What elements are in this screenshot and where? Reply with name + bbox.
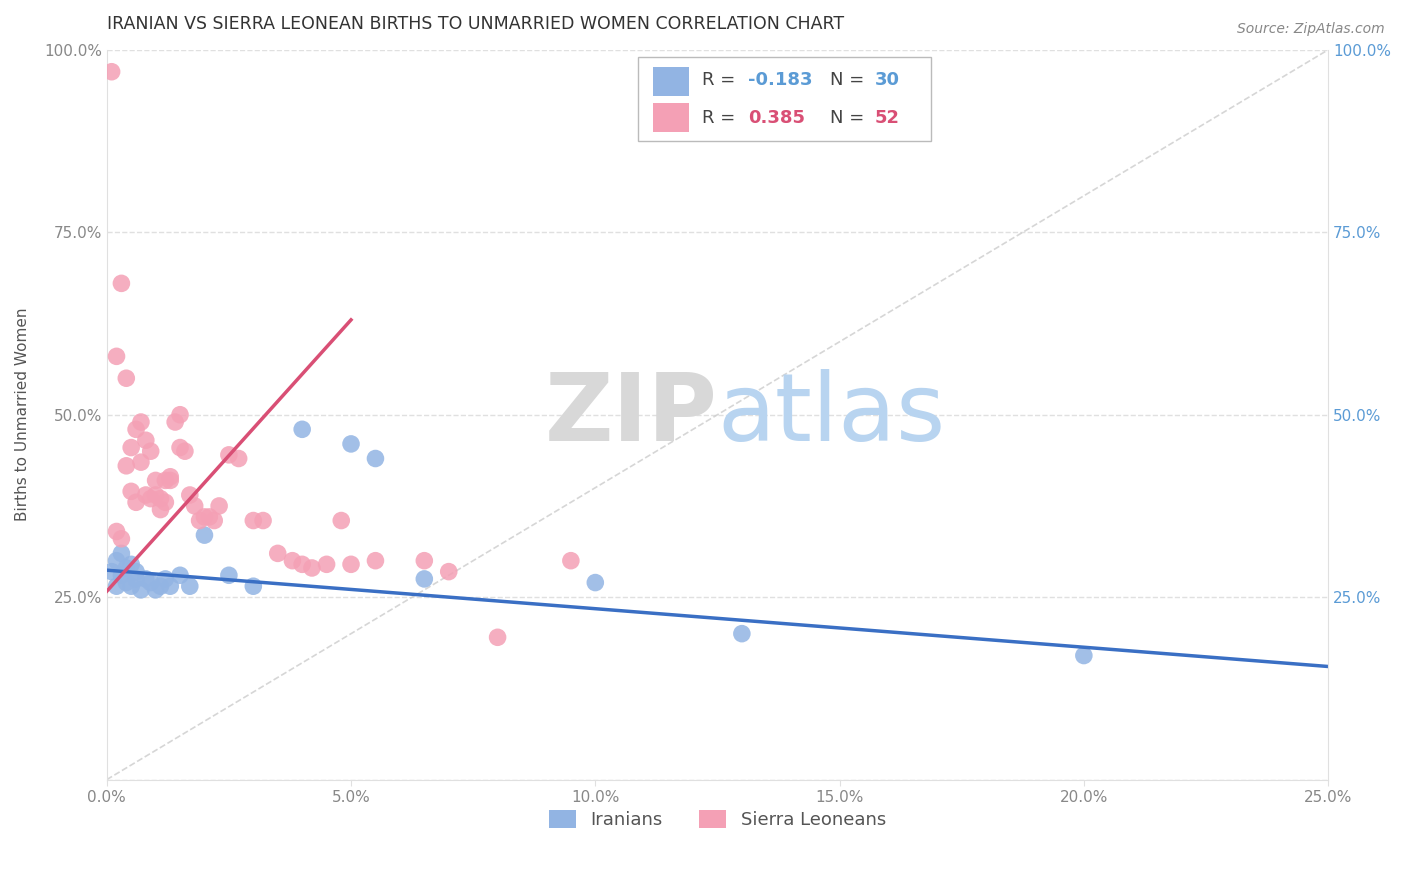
Point	[110, 568, 132, 582]
Text: Source: ZipAtlas.com: Source: ZipAtlas.com	[1237, 22, 1385, 37]
Text: 30: 30	[875, 71, 900, 89]
Point	[437, 565, 460, 579]
Point	[105, 524, 128, 539]
Point	[198, 509, 221, 524]
Point	[159, 579, 181, 593]
Text: ZIP: ZIP	[544, 368, 717, 461]
Point	[188, 514, 211, 528]
Point	[159, 474, 181, 488]
Point	[149, 491, 172, 506]
Point	[291, 558, 314, 572]
Point	[139, 491, 162, 506]
Point	[183, 499, 205, 513]
Point	[155, 474, 177, 488]
Point	[228, 451, 250, 466]
Text: R =: R =	[702, 109, 741, 127]
Point	[125, 572, 148, 586]
Point	[125, 495, 148, 509]
Point	[145, 488, 167, 502]
Point	[169, 441, 191, 455]
Point	[120, 558, 142, 572]
Point	[115, 371, 138, 385]
Point	[291, 422, 314, 436]
Point	[1073, 648, 1095, 663]
Point	[218, 568, 240, 582]
FancyBboxPatch shape	[638, 57, 931, 141]
Point	[218, 448, 240, 462]
Point	[242, 514, 264, 528]
Point	[165, 415, 187, 429]
Point	[731, 626, 754, 640]
Point	[115, 458, 138, 473]
Point	[105, 349, 128, 363]
Point	[267, 546, 290, 560]
Point	[135, 434, 157, 448]
Legend: Iranians, Sierra Leoneans: Iranians, Sierra Leoneans	[541, 803, 893, 837]
Point	[242, 579, 264, 593]
Point	[301, 561, 323, 575]
Point	[139, 575, 162, 590]
Point	[149, 579, 172, 593]
Text: N =: N =	[830, 71, 870, 89]
Point	[252, 514, 274, 528]
Point	[330, 514, 353, 528]
Y-axis label: Births to Unmarried Women: Births to Unmarried Women	[15, 308, 30, 522]
Point	[120, 441, 142, 455]
FancyBboxPatch shape	[652, 67, 689, 95]
Point	[135, 572, 157, 586]
Point	[145, 474, 167, 488]
Point	[135, 488, 157, 502]
Point	[120, 579, 142, 593]
Point	[364, 451, 387, 466]
FancyBboxPatch shape	[652, 103, 689, 132]
Point	[100, 64, 122, 78]
Point	[155, 495, 177, 509]
Point	[129, 582, 152, 597]
Text: -0.183: -0.183	[748, 71, 813, 89]
Point	[155, 572, 177, 586]
Point	[105, 579, 128, 593]
Text: N =: N =	[830, 109, 870, 127]
Point	[169, 408, 191, 422]
Point	[105, 554, 128, 568]
Point	[125, 565, 148, 579]
Point	[202, 514, 225, 528]
Point	[179, 488, 201, 502]
Point	[145, 582, 167, 597]
Point	[315, 558, 337, 572]
Point	[159, 469, 181, 483]
Point	[208, 499, 231, 513]
Point	[340, 558, 363, 572]
Point	[129, 415, 152, 429]
Point	[193, 528, 215, 542]
Point	[110, 546, 132, 560]
Point	[120, 484, 142, 499]
Point	[364, 554, 387, 568]
Point	[110, 532, 132, 546]
Point	[139, 444, 162, 458]
Point	[281, 554, 304, 568]
Point	[110, 277, 132, 291]
Point	[149, 502, 172, 516]
Text: 52: 52	[875, 109, 900, 127]
Point	[413, 572, 436, 586]
Point	[413, 554, 436, 568]
Text: atlas: atlas	[717, 368, 946, 461]
Text: IRANIAN VS SIERRA LEONEAN BIRTHS TO UNMARRIED WOMEN CORRELATION CHART: IRANIAN VS SIERRA LEONEAN BIRTHS TO UNMA…	[107, 15, 844, 33]
Point	[100, 565, 122, 579]
Point	[560, 554, 582, 568]
Point	[129, 455, 152, 469]
Point	[169, 568, 191, 582]
Point	[193, 509, 215, 524]
Point	[486, 630, 509, 644]
Point	[179, 579, 201, 593]
Point	[174, 444, 197, 458]
Text: R =: R =	[702, 71, 741, 89]
Point	[115, 575, 138, 590]
Point	[115, 561, 138, 575]
Point	[340, 437, 363, 451]
Text: 0.385: 0.385	[748, 109, 806, 127]
Point	[583, 575, 606, 590]
Point	[125, 422, 148, 436]
